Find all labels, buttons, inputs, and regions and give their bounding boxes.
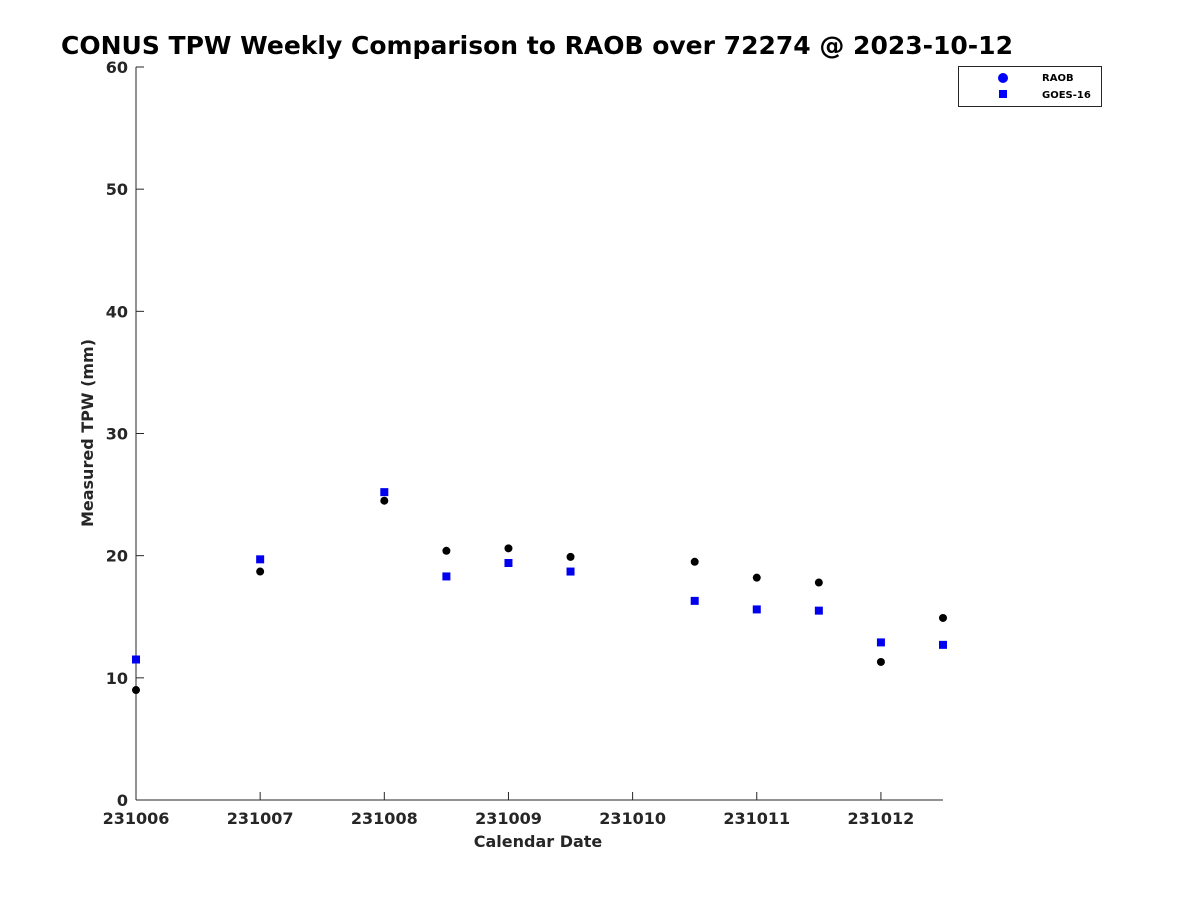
legend-marker-raob <box>998 73 1008 83</box>
y-tick-label: 30 <box>106 425 128 444</box>
legend-marker-goes16 <box>999 90 1007 98</box>
y-tick-label: 20 <box>106 547 128 566</box>
point-goes16 <box>814 606 823 615</box>
point-raob <box>504 544 513 553</box>
point-raob <box>566 552 575 561</box>
legend: RAOB GOES-16 <box>958 66 1102 107</box>
y-tick-label: 40 <box>106 302 128 321</box>
point-goes16 <box>566 567 575 576</box>
point-raob <box>690 557 699 566</box>
point-goes16 <box>380 488 389 497</box>
y-tick-label: 10 <box>106 669 128 688</box>
point-raob <box>876 657 885 666</box>
x-tick-label: 231007 <box>227 809 294 828</box>
x-tick-label: 231006 <box>103 809 170 828</box>
point-raob <box>752 573 761 582</box>
legend-label-raob: RAOB <box>1042 73 1074 84</box>
data-points <box>132 488 947 695</box>
axes <box>135 67 943 801</box>
y-ticks: 0 10 20 30 40 50 60 <box>106 58 144 810</box>
x-tick-label: 231011 <box>723 809 790 828</box>
x-tick-label: 231008 <box>351 809 418 828</box>
y-tick-label: 0 <box>117 791 128 810</box>
point-goes16 <box>132 655 140 664</box>
point-raob <box>256 567 265 576</box>
x-axis-label: Calendar Date <box>474 832 603 851</box>
point-goes16 <box>256 555 265 564</box>
x-tick-label: 231012 <box>848 809 915 828</box>
point-raob <box>814 578 823 587</box>
x-tick-label: 231009 <box>475 809 542 828</box>
point-raob <box>132 686 140 695</box>
x-ticks: 231006 231007 231008 231009 231010 231011 2310… <box>103 792 915 828</box>
point-goes16 <box>504 558 513 567</box>
y-tick-label: 50 <box>106 180 128 199</box>
y-tick-label: 60 <box>106 58 128 77</box>
x-tick-label: 231010 <box>599 809 666 828</box>
point-raob <box>939 613 947 622</box>
point-goes16 <box>690 596 699 605</box>
legend-label-goes16: GOES-16 <box>1042 90 1091 101</box>
chart-title: CONUS TPW Weekly Comparison to RAOB over… <box>61 31 1013 60</box>
point-raob <box>380 496 389 505</box>
y-axis-label: Measured TPW (mm) <box>78 339 97 527</box>
point-goes16 <box>442 572 451 581</box>
legend-box <box>958 66 1102 107</box>
point-raob <box>442 546 451 555</box>
point-goes16 <box>752 605 761 614</box>
point-goes16 <box>876 638 885 647</box>
point-goes16 <box>939 640 947 649</box>
